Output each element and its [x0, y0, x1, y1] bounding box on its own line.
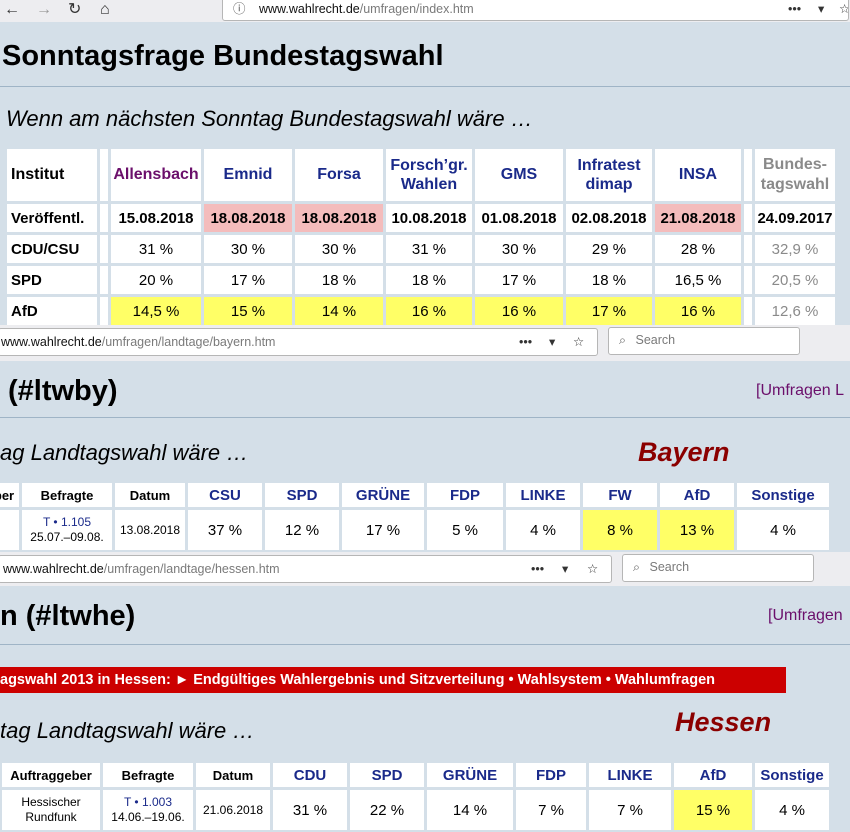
row-cducsu: CDU/CSU 31 % 30 % 30 % 31 % 30 % 29 % 28 % 32… — [7, 235, 835, 263]
more-icon[interactable]: ••• — [531, 562, 545, 576]
bayern-poll-table: ber Befragte Datum CSU SPD GRÜNE FDP LIN… — [0, 480, 832, 553]
reload-icon[interactable]: ↻ — [68, 1, 82, 18]
col-header-forsa[interactable]: Forsa — [295, 149, 383, 201]
hessen-banner[interactable]: agswahl 2013 in Hessen: ► Endgültiges Wa… — [0, 667, 786, 693]
col-header-allensbach[interactable]: Allensbach — [111, 149, 201, 201]
col-header-institut: Institut — [7, 149, 97, 201]
address-bar[interactable]: ⓘ www.wahlrecht.de/umfragen/index.htm ••… — [222, 0, 849, 21]
hessen-subtitle: tag Landtagswahl wäre … — [0, 718, 255, 743]
hessen-section: www.wahlrecht.de/umfragen/landtage/hesse… — [0, 552, 850, 832]
more-icon[interactable]: ••• — [519, 335, 533, 349]
bayern-title: (#ltwby) — [8, 375, 118, 407]
col-header-infratest[interactable]: Infratest dimap — [566, 149, 652, 201]
pocket-icon[interactable]: ▾ — [818, 2, 825, 16]
hessen-umfragen-link[interactable]: [Umfragen — [768, 607, 843, 624]
address-bar-hessen[interactable]: www.wahlrecht.de/umfragen/landtage/hesse… — [0, 555, 612, 583]
row-afd: AfD 14,5 % 15 % 14 % 16 % 16 % 17 % 16 % 12,6… — [7, 297, 835, 325]
bookmark-icon[interactable]: ☆ — [839, 0, 848, 20]
browser-toolbar-2: www.wahlrecht.de/umfragen/landtage/bayer… — [0, 325, 850, 361]
back-icon[interactable]: ← — [4, 1, 20, 18]
col-header-forschungsgruppe[interactable]: Forsch’gr. Wahlen — [386, 149, 472, 201]
url-path: /umfragen/index.htm — [359, 2, 474, 16]
search-icon: ⌕ — [619, 333, 627, 347]
bund-poll-table: Institut Allensbach Emnid Forsa Forsch’g… — [4, 146, 838, 325]
browser-toolbar-3: www.wahlrecht.de/umfragen/landtage/hesse… — [0, 552, 850, 586]
bayern-section: www.wahlrecht.de/umfragen/landtage/bayer… — [0, 325, 850, 555]
hessen-poll-table: t Auftraggeber Befragte Datum CDU SPD GR… — [0, 760, 832, 832]
col-header-gms[interactable]: GMS — [475, 149, 563, 201]
col-header-emnid[interactable]: Emnid — [204, 149, 292, 201]
search-input-bayern[interactable]: ⌕ Search — [608, 327, 800, 355]
page-title: Sonntagsfrage Bundestagswahl — [2, 40, 444, 72]
bookmark-icon[interactable]: ☆ — [573, 335, 585, 349]
hessen-region-label: Hessen — [675, 707, 772, 737]
bayern-umfragen-link[interactable]: [Umfragen L — [756, 382, 845, 399]
col-header-bundestagswahl[interactable]: Bundes-tagswahl — [755, 149, 835, 201]
bookmark-icon[interactable]: ☆ — [587, 562, 599, 576]
forward-icon[interactable]: → — [36, 1, 52, 18]
search-icon: ⌕ — [633, 560, 641, 574]
search-input-hessen[interactable]: ⌕ Search — [622, 554, 814, 582]
page-subtitle: Wenn am nächsten Sonntag Bundestagswahl … — [6, 106, 533, 131]
bayern-row: T • 1.105 25.07.–09.08. 13.08.2018 37 % 1… — [0, 510, 829, 550]
pocket-icon[interactable]: ▾ — [562, 562, 569, 576]
row-spd: SPD 20 % 17 % 18 % 18 % 17 % 18 % 16,5 % 20,5… — [7, 266, 835, 294]
more-icon[interactable]: ••• — [788, 2, 802, 16]
bayern-region-label: Bayern — [638, 437, 730, 467]
hessen-title: n (#ltwhe) — [0, 600, 136, 632]
col-header-insa[interactable]: INSA — [655, 149, 741, 201]
bayern-subtitle: ag Landtagswahl wäre … — [0, 440, 249, 465]
row-veroeffentlicht: Veröffentl. 15.08.2018 18.08.2018 18.08.… — [7, 204, 835, 232]
hessen-row: Hessischer Rundfunk T • 1.003 14.06.–19.06… — [0, 790, 829, 830]
bundestag-section: ← → ↻ ⌂ ⓘ www.wahlrecht.de/umfragen/inde… — [0, 0, 850, 325]
pocket-icon[interactable]: ▾ — [549, 335, 556, 349]
url-domain: www.wahlrecht.de — [259, 2, 360, 16]
info-icon[interactable]: ⓘ — [233, 2, 246, 16]
home-icon[interactable]: ⌂ — [100, 1, 110, 18]
address-bar-bayern[interactable]: www.wahlrecht.de/umfragen/landtage/bayer… — [0, 328, 598, 356]
browser-toolbar-1: ← → ↻ ⌂ ⓘ www.wahlrecht.de/umfragen/inde… — [0, 0, 850, 22]
